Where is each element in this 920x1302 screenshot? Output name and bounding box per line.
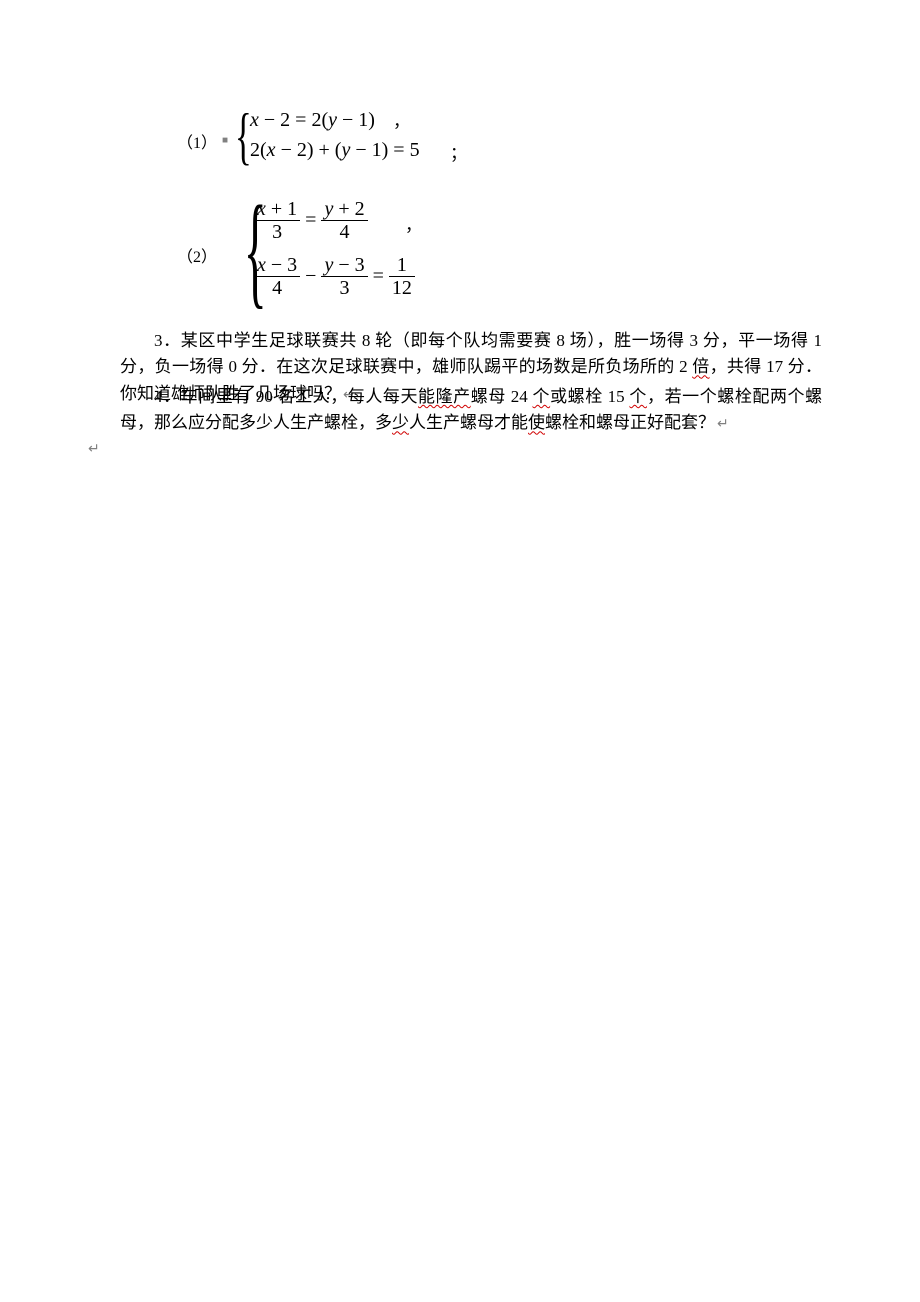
p4-h: 少: [392, 413, 409, 432]
p4-j: 使: [528, 413, 545, 432]
p4-label: 4．: [154, 387, 181, 406]
p4-f: 个: [629, 387, 647, 406]
p4-c: 螺母 24: [471, 387, 533, 406]
anchor-dot: ■: [222, 135, 228, 146]
p4-b: 能隆产: [418, 387, 471, 406]
p4-k: 螺栓和螺母正好配套？: [545, 413, 715, 432]
p1-punct-top: ，: [393, 107, 410, 132]
p2-line1-trail: ，: [405, 211, 422, 236]
problem4: 4．车间里有 90 名工人，每人每天能隆产螺母 24 个或螺栓 15 个，若一个…: [120, 384, 822, 437]
p4-i: 人生产螺母才能: [409, 413, 528, 432]
p3-red-1: 倍: [692, 357, 709, 376]
p1-line1: x − 2 = 2(y − 1): [250, 109, 375, 132]
p4-d: 个: [533, 387, 551, 406]
p3-label: 3．: [154, 331, 181, 350]
return-icon: ↵: [717, 417, 729, 432]
p1-line2: 2(x − 2) + (y − 1) = 5: [250, 139, 420, 162]
p1-punct-bottom: ；: [450, 139, 467, 164]
p2-line1: x + 1 3 = y + 2 4: [254, 199, 368, 242]
p2-label: （2）: [177, 243, 217, 267]
p2-line2: x − 3 4 − y − 3 3 = 1 12: [254, 255, 415, 298]
p4-a: 车间里有 90 名工人，每人每天: [181, 387, 418, 406]
p4-e: 或螺栓 15: [550, 387, 629, 406]
p1-label: （1）: [177, 129, 217, 153]
return-icon: ↵: [88, 442, 100, 457]
